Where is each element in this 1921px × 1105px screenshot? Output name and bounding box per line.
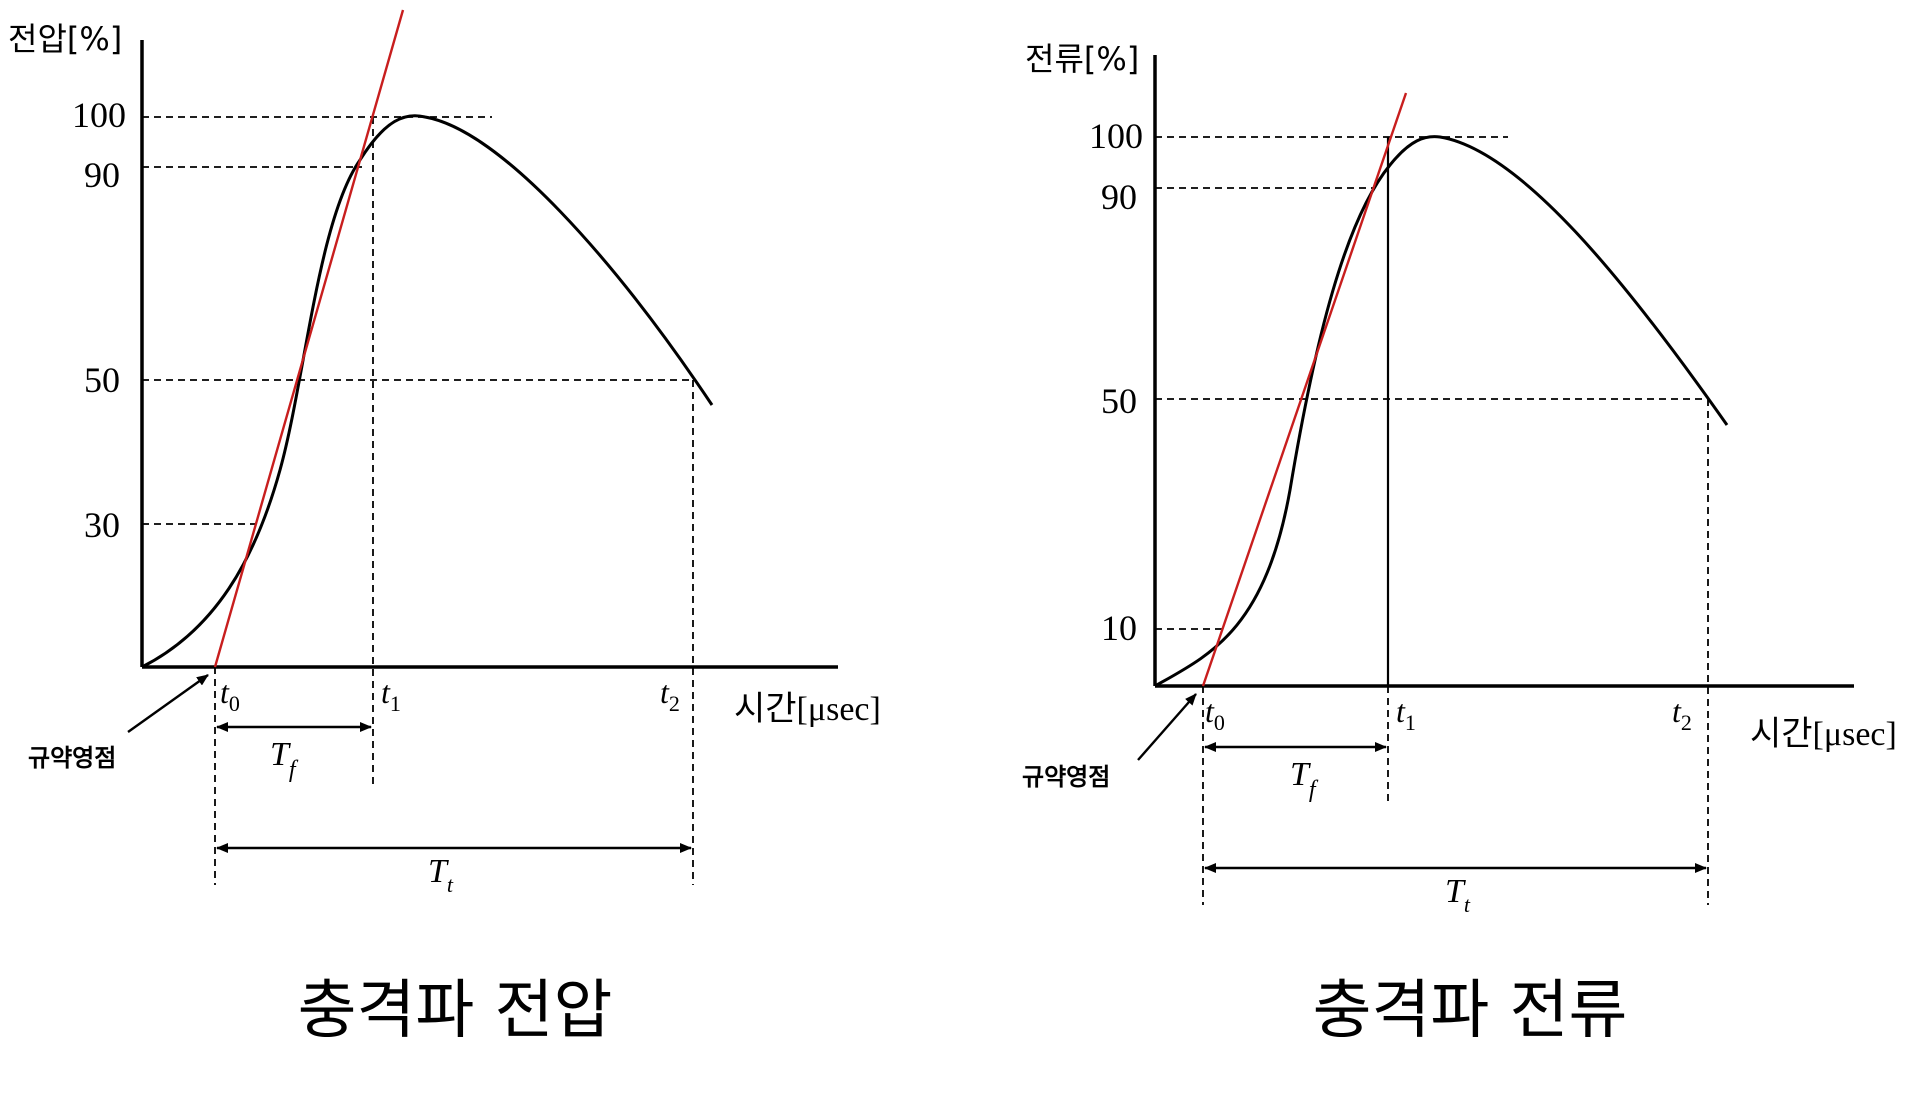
voltage-front-time-label: Tf bbox=[270, 736, 299, 783]
current-panel: 전류[%] 100 90 50 10 t0 t1 t2 시간[μsec] Tf … bbox=[1022, 40, 1897, 1048]
current-t0-label: t0 bbox=[1205, 693, 1225, 735]
current-origin-note: 규약영점 bbox=[1022, 763, 1110, 791]
voltage-y-axis-label: 전압[%] bbox=[8, 20, 122, 58]
current-tick-50: 50 bbox=[1101, 381, 1137, 421]
voltage-impulse-curve bbox=[141, 114, 714, 669]
voltage-t1-label: t1 bbox=[381, 674, 401, 716]
current-origin-pointer bbox=[1137, 693, 1197, 761]
current-tick-10: 10 bbox=[1101, 608, 1137, 648]
current-caption: 충격파 전류 bbox=[1313, 974, 1628, 1048]
current-tick-90: 90 bbox=[1101, 177, 1137, 217]
voltage-caption: 충격파 전압 bbox=[298, 974, 613, 1048]
voltage-tick-100: 100 bbox=[72, 95, 126, 135]
voltage-tail-time-label: Tt bbox=[428, 853, 454, 897]
voltage-panel: 전압[%] 100 90 50 30 t0 t1 t2 시간[μsec] Tf … bbox=[8, 9, 881, 1048]
current-tangent-line bbox=[1201, 92, 1408, 687]
current-impulse-curve bbox=[1154, 135, 1729, 688]
current-front-time-label: Tf bbox=[1290, 756, 1319, 803]
current-t2-label: t2 bbox=[1672, 693, 1692, 735]
voltage-origin-pointer bbox=[127, 674, 209, 733]
current-x-axis-label: 시간[μsec] bbox=[1750, 716, 1897, 753]
voltage-tick-50: 50 bbox=[84, 360, 120, 400]
voltage-tick-90: 90 bbox=[84, 155, 120, 195]
current-tick-100: 100 bbox=[1089, 116, 1143, 156]
voltage-origin-note: 규약영점 bbox=[28, 744, 116, 772]
voltage-tangent-line bbox=[213, 9, 405, 668]
current-tail-time-label: Tt bbox=[1445, 873, 1471, 917]
voltage-x-axis-label: 시간[μsec] bbox=[734, 691, 881, 728]
current-t1-label: t1 bbox=[1396, 693, 1416, 735]
voltage-t0-label: t0 bbox=[220, 674, 240, 716]
voltage-tick-30: 30 bbox=[84, 505, 120, 545]
current-y-axis-label: 전류[%] bbox=[1025, 40, 1139, 78]
voltage-t2-label: t2 bbox=[660, 674, 680, 716]
